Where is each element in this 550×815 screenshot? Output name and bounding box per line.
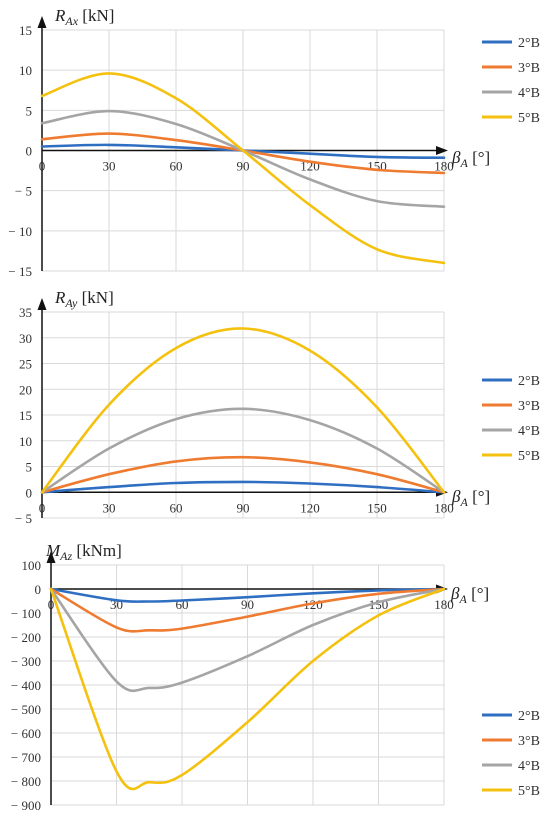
x-tick-label: 120 [300, 500, 320, 515]
x-tick-label: 150 [367, 500, 387, 515]
series-line-2degb [49, 587, 446, 603]
x-tick-label: 90 [237, 159, 250, 174]
y-tick-label: 5 [26, 103, 33, 118]
legend-label: 3°B [518, 61, 540, 76]
y-tick-label: − 200 [11, 630, 41, 645]
series-line-5degb [49, 587, 446, 791]
chart-ray-grid [41, 311, 445, 519]
y-tick-label: 15 [19, 23, 32, 38]
chart-rax-y-axis-label: RAx [kN] [54, 6, 114, 28]
chart-rax-series [40, 72, 446, 265]
y-tick-label: − 15 [8, 264, 32, 279]
series-line-5degb [40, 327, 446, 494]
x-tick-label: 30 [103, 159, 116, 174]
y-tick-label: 0 [26, 485, 33, 500]
chart-maz-legend: 2°B 3°B 4°B 5°B [482, 709, 540, 799]
chart-maz: 100 0 − 100 − 200 − 300 − 400 − 500 − 600 − 700 −… [11, 541, 540, 813]
legend-label: 3°B [518, 399, 540, 414]
x-tick-label: 180 [434, 500, 454, 515]
y-tick-label: − 5 [15, 184, 32, 199]
y-tick-label: 0 [26, 144, 33, 159]
y-axis-arrow [37, 298, 47, 310]
legend-label: 4°B [518, 759, 540, 774]
chart-rax-x-axis-label: βA [°] [451, 148, 490, 170]
chart-ray-x-axis-label: βA [°] [451, 487, 490, 509]
y-tick-label: − 600 [11, 726, 41, 741]
x-axis-arrow [436, 146, 448, 155]
x-tick-label: 180 [434, 597, 454, 612]
x-tick-label: 90 [237, 500, 250, 515]
y-tick-label: − 5 [15, 511, 32, 526]
legend-label: 2°B [518, 374, 540, 389]
chart-maz-series [49, 587, 446, 791]
y-tick-label: − 10 [8, 224, 32, 239]
y-tick-label: − 400 [11, 678, 41, 693]
y-tick-label: − 800 [11, 774, 41, 789]
legend-label: 4°B [518, 86, 540, 101]
x-tick-label: 60 [170, 159, 183, 174]
series-line-5degb [40, 72, 446, 265]
y-tick-label: − 900 [11, 798, 41, 813]
y-axis-arrow [46, 551, 56, 563]
y-tick-label: 25 [19, 357, 32, 372]
legend-label: 5°B [518, 111, 540, 126]
y-tick-label: 0 [35, 582, 42, 597]
chart-maz-x-axis-label: βA [°] [450, 584, 489, 606]
legend-label: 2°B [518, 36, 540, 51]
y-tick-label: 5 [26, 460, 33, 475]
legend-label: 4°B [518, 424, 540, 439]
x-tick-label: 30 [103, 500, 116, 515]
legend-label: 2°B [518, 709, 540, 724]
chart-maz-y-axis-label: MAz [kNm] [45, 541, 122, 563]
chart-ray-y-axis-label: RAy [kN] [54, 288, 114, 310]
chart-maz-tick-labels: 100 0 − 100 − 200 − 300 − 400 − 500 − 600 − 700 −… [11, 558, 454, 813]
y-tick-label: 10 [19, 434, 32, 449]
y-tick-label: 30 [19, 331, 32, 346]
legend-label: 3°B [518, 734, 540, 749]
series-line-4degb [49, 587, 446, 693]
x-tick-label: 90 [241, 597, 254, 612]
y-axis-arrow [37, 16, 47, 28]
series-line-3degb [40, 455, 446, 494]
y-tick-label: − 100 [11, 606, 41, 621]
y-tick-label: 35 [19, 305, 32, 320]
chart-rax-legend: 2°B 3°B 4°B 5°B [482, 36, 540, 126]
x-tick-label: 180 [434, 159, 454, 174]
series-line-4degb [40, 407, 446, 494]
series-line-2degb [40, 480, 446, 494]
y-tick-label: 10 [19, 63, 32, 78]
y-tick-label: 100 [22, 558, 42, 573]
chart-ray-series [40, 327, 446, 494]
legend-label: 5°B [518, 784, 540, 799]
x-tick-label: 60 [170, 500, 183, 515]
y-tick-label: − 500 [11, 702, 41, 717]
legend-label: 5°B [518, 449, 540, 464]
y-tick-label: − 700 [11, 750, 41, 765]
chart-ray-legend: 2°B 3°B 4°B 5°B [482, 374, 540, 464]
y-tick-label: 15 [19, 408, 32, 423]
y-tick-label: 20 [19, 382, 32, 397]
series-line-3degb [49, 587, 446, 633]
y-tick-label: − 300 [11, 654, 41, 669]
